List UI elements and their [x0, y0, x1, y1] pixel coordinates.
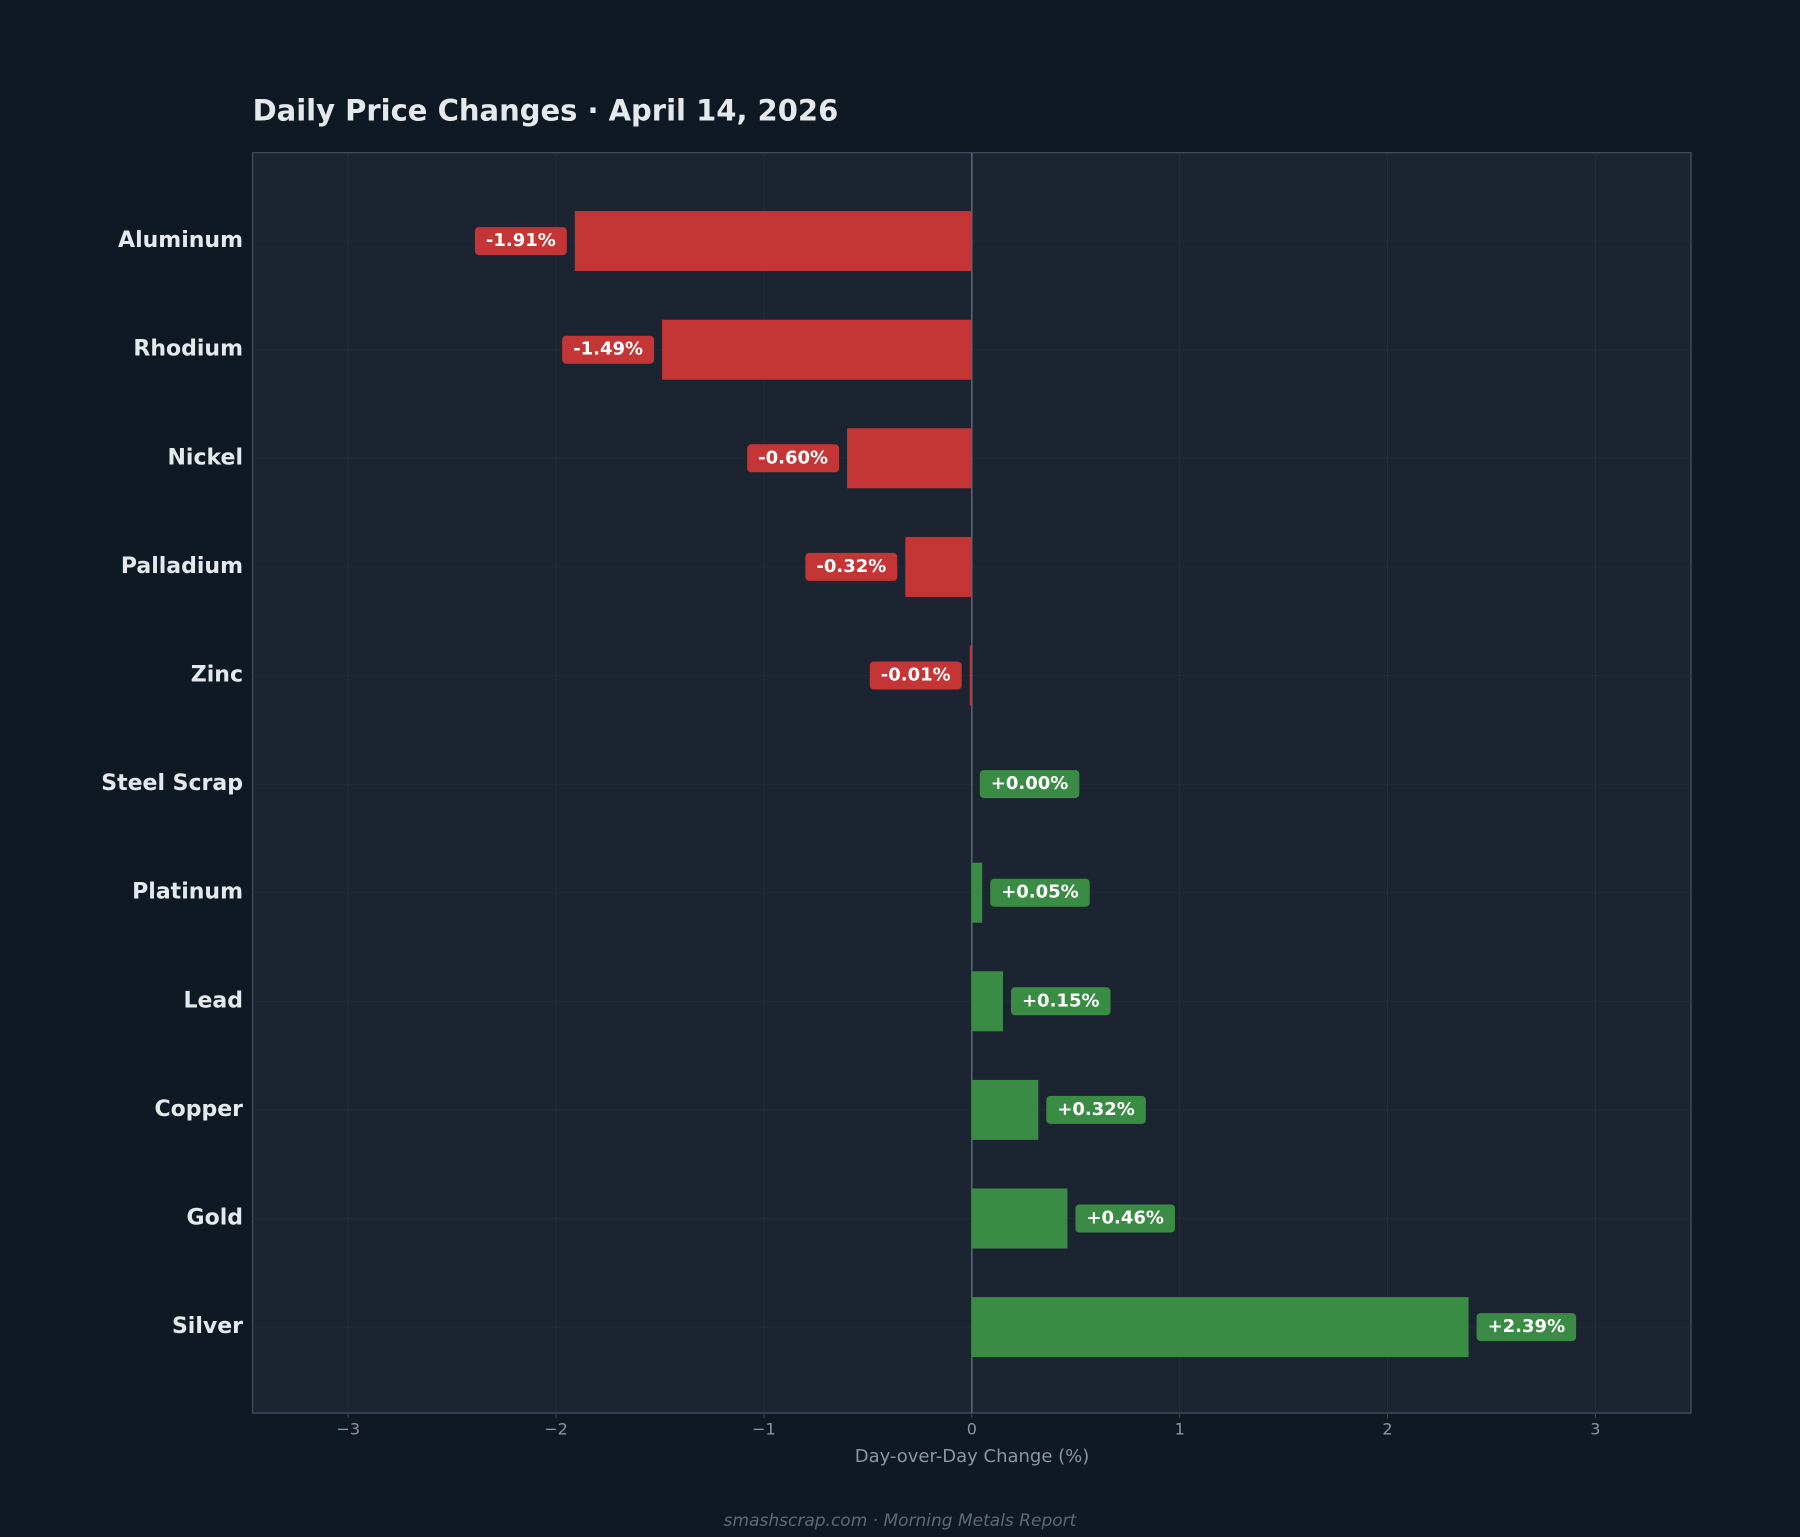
bar	[969, 645, 972, 706]
value-label-box	[1046, 1095, 1146, 1124]
value-label-box	[1075, 1204, 1175, 1233]
y-tick-label: Steel Scrap	[101, 771, 243, 796]
bar	[971, 1188, 1068, 1249]
bar	[662, 319, 972, 380]
value-label: -0.01%	[881, 665, 951, 686]
value-label-box	[474, 227, 567, 256]
value-label-box	[869, 661, 962, 690]
value-label: -1.49%	[573, 339, 643, 360]
value-label: +0.00%	[991, 773, 1069, 794]
x-tick-label: 0	[967, 1420, 977, 1439]
y-tick-label: Lead	[183, 988, 243, 1013]
value-label-box	[1010, 987, 1111, 1016]
bar	[971, 1297, 1469, 1358]
value-label-box	[805, 552, 898, 581]
y-tick-label: Copper	[154, 1097, 243, 1122]
value-label-box	[1476, 1313, 1577, 1342]
x-tick-label: 3	[1590, 1420, 1600, 1439]
y-tick-label: Silver	[172, 1314, 243, 1339]
bar	[574, 211, 972, 272]
value-label: +2.39%	[1488, 1316, 1566, 1337]
value-label: -1.91%	[486, 230, 556, 251]
x-tick-label: −3	[336, 1420, 360, 1439]
value-label-box	[562, 335, 655, 364]
y-tick-label: Nickel	[168, 445, 244, 470]
value-label: +0.05%	[1001, 882, 1079, 903]
value-label: -0.32%	[816, 556, 886, 577]
value-label-box	[979, 770, 1080, 799]
x-tick-label: −2	[544, 1420, 568, 1439]
y-tick-label: Platinum	[132, 880, 243, 905]
x-axis-label: Day-over-Day Change (%)	[855, 1446, 1090, 1467]
y-tick-label: Palladium	[121, 554, 243, 579]
value-label: -0.60%	[758, 447, 828, 468]
x-tick-label: −1	[752, 1420, 776, 1439]
x-tick-label: 2	[1382, 1420, 1392, 1439]
y-tick-label: Gold	[187, 1206, 243, 1231]
bar	[971, 971, 1003, 1032]
y-tick-label: Rhodium	[133, 337, 243, 362]
value-label-box	[990, 878, 1090, 907]
y-tick-label: Aluminum	[118, 228, 243, 253]
footer: smashscrap.com · Morning Metals Report	[724, 1511, 1078, 1531]
value-label: +0.15%	[1022, 990, 1100, 1011]
value-label: +0.32%	[1057, 1099, 1135, 1120]
value-label-box	[747, 444, 840, 473]
bar	[971, 1079, 1039, 1140]
chart-title: Daily Price Changes · April 14, 2026	[253, 94, 839, 128]
y-tick-label: Zinc	[191, 663, 243, 688]
bar	[905, 536, 972, 597]
bar	[971, 862, 983, 923]
x-tick-label: 1	[1175, 1420, 1185, 1439]
bar	[847, 428, 972, 489]
value-label: +0.46%	[1086, 1208, 1164, 1229]
